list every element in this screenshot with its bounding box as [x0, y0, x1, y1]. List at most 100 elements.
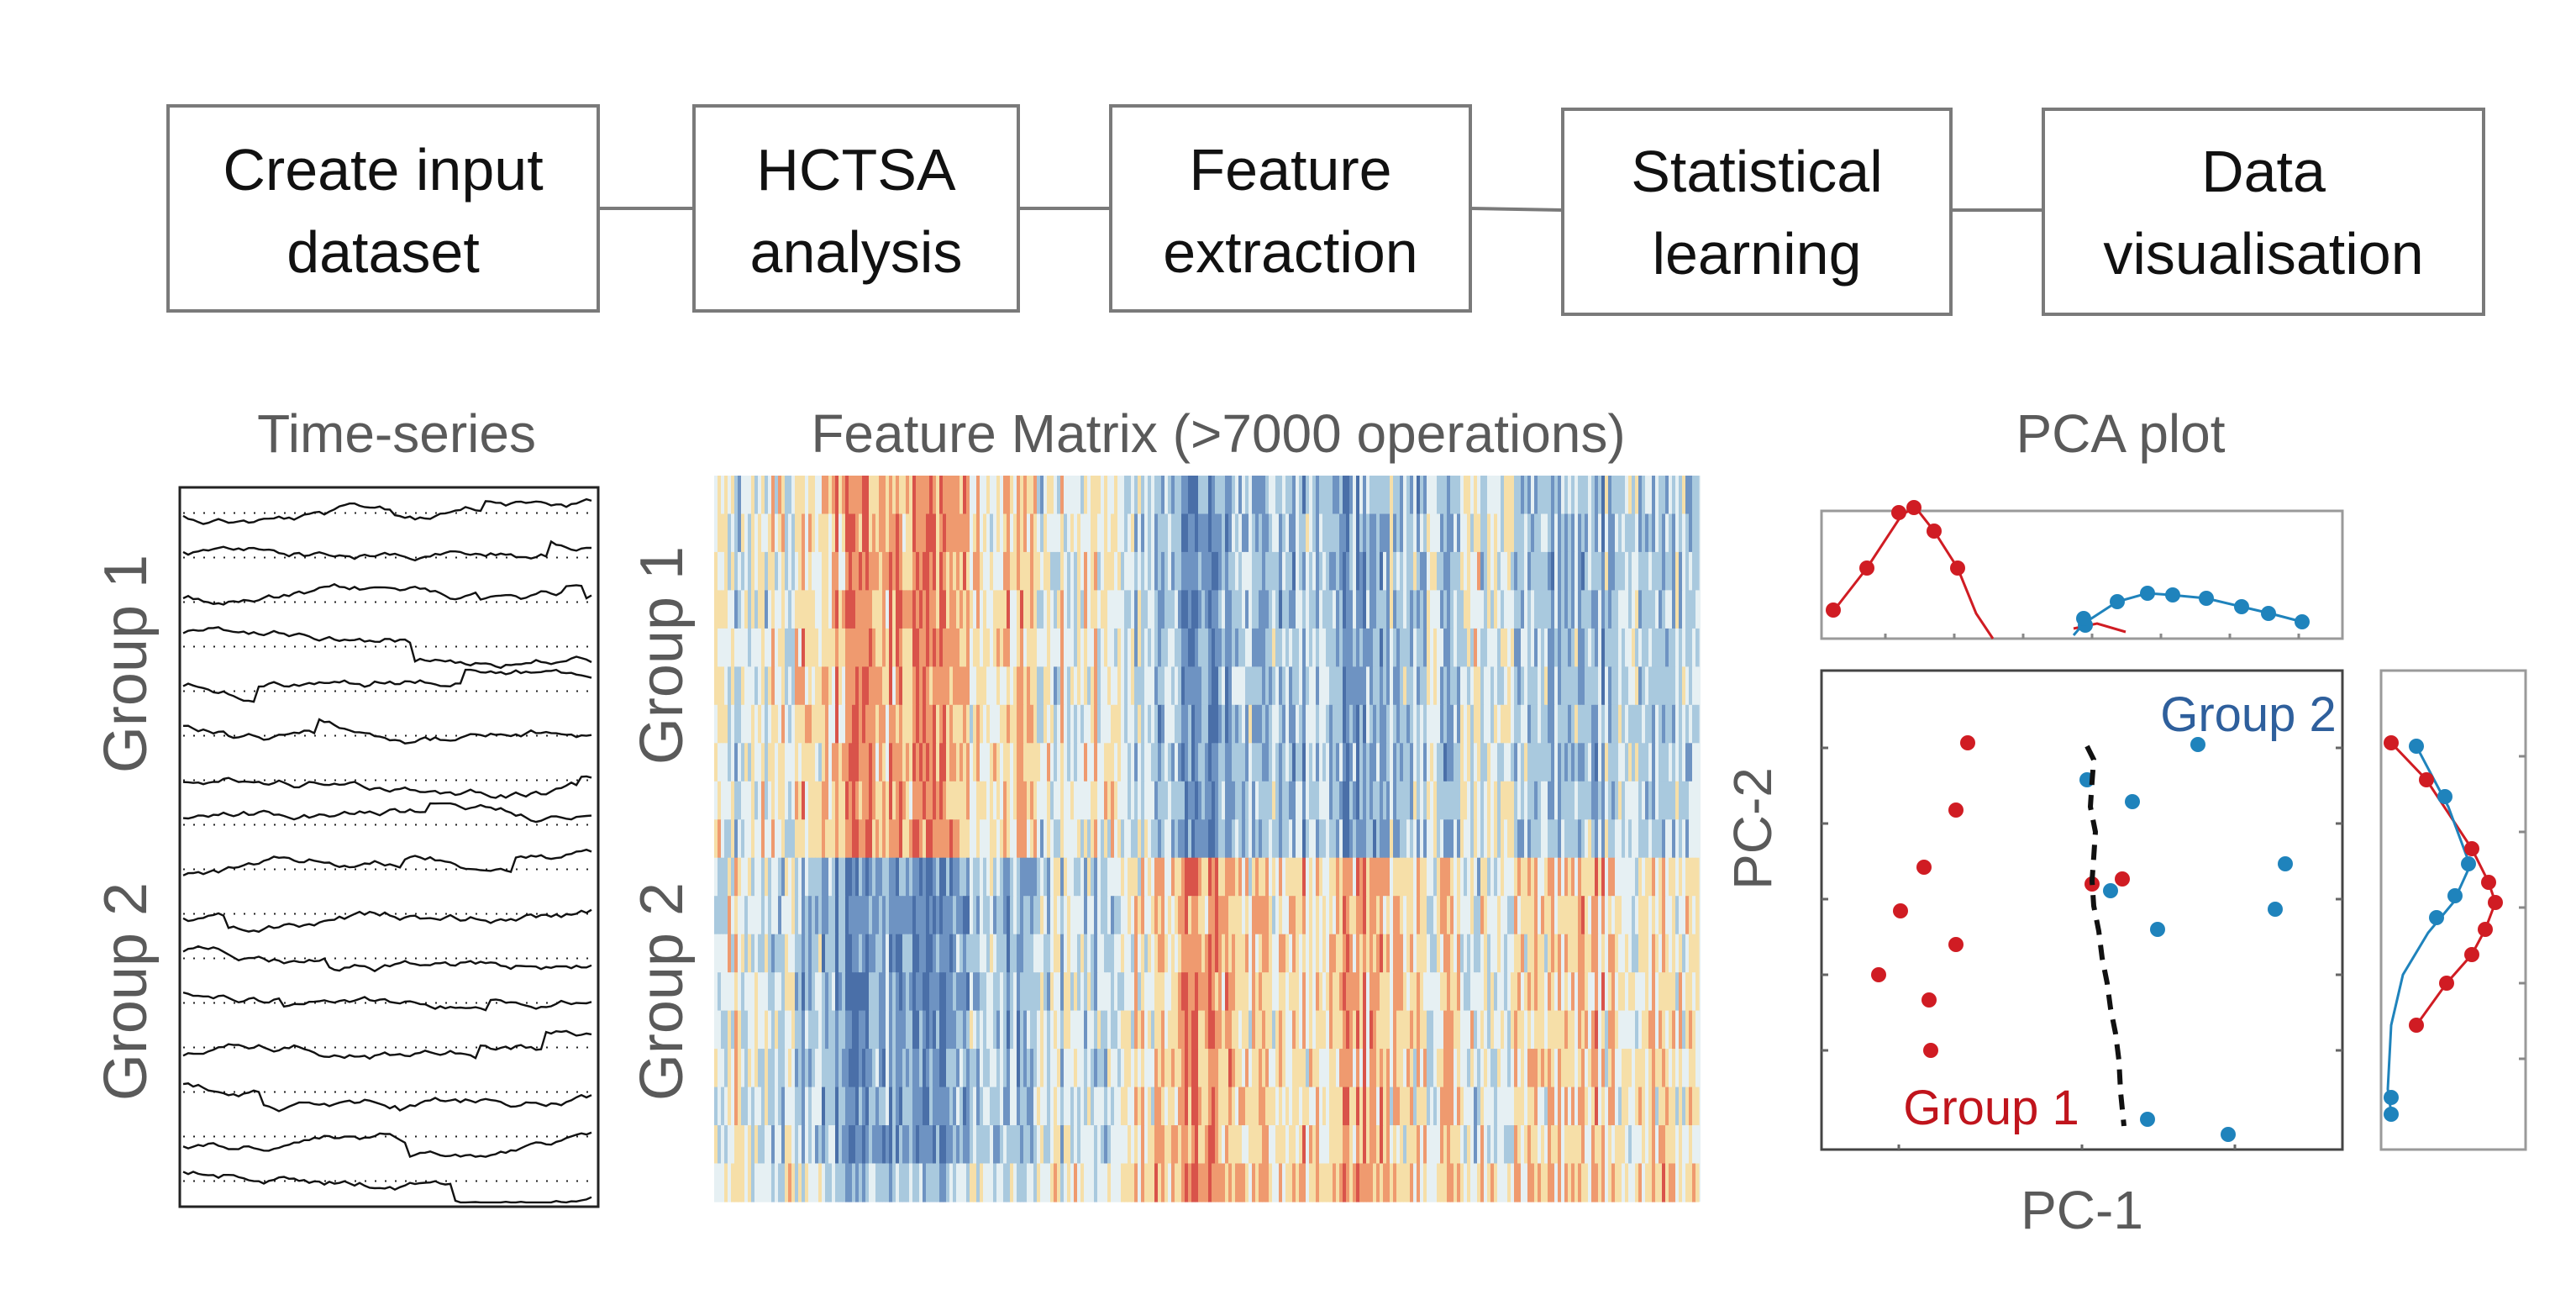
heatmap-cell: [1225, 551, 1229, 591]
heatmap-cell: [1215, 972, 1219, 1012]
heatmap-cell: [983, 1087, 987, 1126]
heatmap-cell: [1097, 781, 1101, 820]
heatmap-cell: [1265, 704, 1270, 744]
heatmap-cell: [1659, 551, 1663, 591]
heatmap-cell: [1601, 743, 1606, 782]
heatmap-cell: [1524, 972, 1528, 1012]
heatmap-cell: [902, 972, 907, 1012]
heatmap-cell: [1450, 476, 1454, 515]
heatmap-cell: [1249, 590, 1253, 629]
heatmap-cell: [754, 1087, 759, 1126]
heatmap-cell: [886, 666, 890, 706]
heatmap-cell: [872, 666, 876, 706]
heatmap-cell: [802, 781, 806, 820]
heatmap-cell: [1178, 1049, 1182, 1088]
heatmap-cell: [1376, 896, 1380, 935]
heatmap-cell: [1255, 590, 1259, 629]
heatmap-cell: [1070, 628, 1075, 667]
heatmap-cell: [1363, 1049, 1367, 1088]
heatmap-cell: [1265, 590, 1270, 629]
heatmap-cell: [869, 781, 873, 820]
heatmap-cell: [1662, 896, 1666, 935]
heatmap-cell: [721, 590, 725, 629]
heatmap-cell: [1366, 1049, 1370, 1088]
heatmap-cell: [1060, 781, 1065, 820]
heatmap-cell: [754, 628, 759, 667]
heatmap-cell: [976, 819, 980, 859]
heatmap-cell: [1161, 934, 1165, 973]
heatmap-cell: [1007, 1049, 1011, 1088]
heatmap-cell: [1544, 857, 1548, 897]
heatmap-cell: [1457, 704, 1461, 744]
heatmap-cell: [1222, 934, 1226, 973]
heatmap-cell: [869, 590, 873, 629]
heatmap-cell: [1067, 1049, 1071, 1088]
heatmap-cell: [1117, 513, 1122, 553]
time-series-trace: [182, 848, 592, 876]
heatmap-cell: [1114, 628, 1118, 667]
heatmap-cell: [1111, 781, 1115, 820]
heatmap-cell: [728, 781, 732, 820]
heatmap-cell: [839, 590, 843, 629]
heatmap-cell: [926, 896, 930, 935]
heatmap-cell: [1228, 896, 1233, 935]
heatmap-cell: [1679, 857, 1683, 897]
heatmap-cell: [1044, 1087, 1048, 1126]
heatmap-cell: [1128, 781, 1132, 820]
heatmap-cell: [1218, 857, 1222, 897]
heatmap-cell: [1524, 513, 1528, 553]
heatmap-cell: [1501, 781, 1505, 820]
heatmap-cell: [1249, 551, 1253, 591]
heatmap-cell: [1648, 704, 1653, 744]
time-series-trace: [182, 991, 592, 1012]
heatmap-cell: [953, 551, 957, 591]
heatmap-cell: [1581, 1010, 1585, 1050]
heatmap-cell: [1685, 628, 1690, 667]
heatmap-cell: [1067, 819, 1071, 859]
heatmap-cell: [1272, 972, 1276, 1012]
heatmap-cell: [1447, 934, 1451, 973]
heatmap-cell: [1386, 1049, 1391, 1088]
heatmap-cell: [886, 590, 890, 629]
heatmap-cell: [758, 1087, 762, 1126]
heatmap-cell: [721, 896, 725, 935]
heatmap-cell: [1114, 781, 1118, 820]
heatmap-cell: [744, 934, 749, 973]
heatmap-cell: [1322, 743, 1327, 782]
heatmap-cell: [1635, 666, 1639, 706]
heatmap-cell: [1638, 743, 1643, 782]
heatmap-cell: [1134, 1087, 1138, 1126]
heatmap-cell: [1205, 590, 1209, 629]
heatmap-cell: [1538, 513, 1542, 553]
heatmap-cell: [1343, 896, 1347, 935]
heatmap-cell: [1131, 1087, 1135, 1126]
heatmap-cell: [1107, 781, 1112, 820]
heatmap-cell: [1356, 1010, 1360, 1050]
heatmap-cell: [966, 1010, 970, 1050]
heatmap-cell: [1675, 1049, 1680, 1088]
heatmap-cell: [1591, 628, 1596, 667]
heatmap-cell: [1333, 857, 1337, 897]
heatmap-cell: [1134, 972, 1138, 1012]
heatmap-cell: [1524, 819, 1528, 859]
heatmap-cell: [1235, 819, 1239, 859]
heatmap-cell: [825, 972, 829, 1012]
heatmap-cell: [822, 781, 826, 820]
heatmap-cell: [1319, 551, 1323, 591]
heatmap-cell: [1107, 934, 1112, 973]
heatmap-cell: [923, 628, 927, 667]
heatmap-cell: [1440, 819, 1444, 859]
heatmap-cell: [946, 628, 950, 667]
heatmap-cell: [855, 704, 860, 744]
heatmap-cell: [714, 666, 718, 706]
heatmap-cell: [936, 590, 940, 629]
heatmap-cell: [1487, 743, 1491, 782]
heatmap-cell: [1017, 1087, 1021, 1126]
heatmap-cell: [1316, 551, 1320, 591]
heatmap-cell: [939, 513, 944, 553]
heatmap-cell: [849, 1087, 853, 1126]
heatmap-cell: [1262, 666, 1266, 706]
heatmap-cell: [1027, 1087, 1031, 1126]
heatmap-cell: [1013, 781, 1017, 820]
heatmap-cell: [1628, 704, 1632, 744]
